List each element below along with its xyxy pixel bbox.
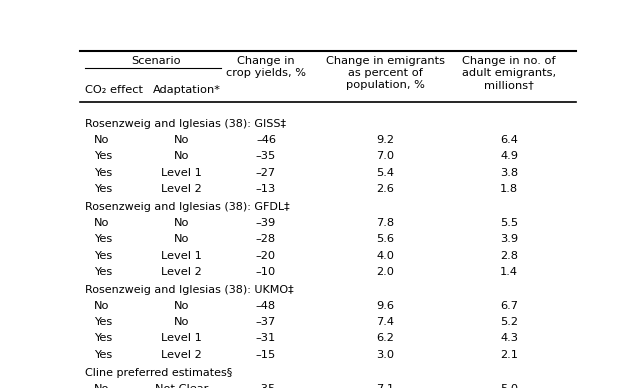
Text: No: No <box>174 151 189 161</box>
Text: Yes: Yes <box>94 267 112 277</box>
Text: –13: –13 <box>256 184 276 194</box>
Text: No: No <box>174 317 189 327</box>
Text: 2.6: 2.6 <box>376 184 394 194</box>
Text: CO₂ effect: CO₂ effect <box>85 85 143 95</box>
Text: 6.4: 6.4 <box>500 135 518 145</box>
Text: –46: –46 <box>256 135 276 145</box>
Text: 4.9: 4.9 <box>500 151 518 161</box>
Text: 3.9: 3.9 <box>500 234 518 244</box>
Text: 5.2: 5.2 <box>500 317 518 327</box>
Text: Yes: Yes <box>94 333 112 343</box>
Text: 7.1: 7.1 <box>376 384 394 388</box>
Text: 3.8: 3.8 <box>500 168 518 178</box>
Text: 4.3: 4.3 <box>500 333 518 343</box>
Text: Rosenzweig and Iglesias (38): GISS‡: Rosenzweig and Iglesias (38): GISS‡ <box>85 119 286 129</box>
Text: 6.2: 6.2 <box>376 333 394 343</box>
Text: Rosenzweig and Iglesias (38): GFDL‡: Rosenzweig and Iglesias (38): GFDL‡ <box>85 202 289 211</box>
Text: 7.0: 7.0 <box>376 151 394 161</box>
Text: Rosenzweig and Iglesias (38): UKMO‡: Rosenzweig and Iglesias (38): UKMO‡ <box>85 285 294 294</box>
Text: –27: –27 <box>256 168 276 178</box>
Text: 5.5: 5.5 <box>500 218 518 228</box>
Text: –31: –31 <box>256 333 276 343</box>
Text: Yes: Yes <box>94 251 112 260</box>
Text: 5.6: 5.6 <box>376 234 394 244</box>
Text: Yes: Yes <box>94 234 112 244</box>
Text: 7.8: 7.8 <box>376 218 394 228</box>
Text: Scenario: Scenario <box>131 55 180 66</box>
Text: No: No <box>174 234 189 244</box>
Text: Level 2: Level 2 <box>161 184 202 194</box>
Text: 4.0: 4.0 <box>376 251 394 260</box>
Text: Yes: Yes <box>94 168 112 178</box>
Text: No: No <box>94 218 109 228</box>
Text: 2.8: 2.8 <box>500 251 518 260</box>
Text: 2.0: 2.0 <box>376 267 394 277</box>
Text: Level 1: Level 1 <box>161 251 202 260</box>
Text: Level 2: Level 2 <box>161 267 202 277</box>
Text: 5.0: 5.0 <box>500 384 518 388</box>
Text: –39: –39 <box>256 218 276 228</box>
Text: 7.4: 7.4 <box>376 317 394 327</box>
Text: Level 1: Level 1 <box>161 333 202 343</box>
Text: Change in no. of
adult emigrants,
millions†: Change in no. of adult emigrants, millio… <box>462 55 556 90</box>
Text: Change in emigrants
as percent of
population, %: Change in emigrants as percent of popula… <box>326 55 445 90</box>
Text: No: No <box>174 135 189 145</box>
Text: –37: –37 <box>256 317 276 327</box>
Text: Level 1: Level 1 <box>161 168 202 178</box>
Text: –48: –48 <box>256 301 276 311</box>
Text: –15: –15 <box>256 350 276 360</box>
Text: Yes: Yes <box>94 151 112 161</box>
Text: 2.1: 2.1 <box>500 350 518 360</box>
Text: –20: –20 <box>256 251 276 260</box>
Text: Level 2: Level 2 <box>161 350 202 360</box>
Text: Cline preferred estimates§: Cline preferred estimates§ <box>85 367 232 378</box>
Text: Yes: Yes <box>94 350 112 360</box>
Text: No: No <box>174 218 189 228</box>
Text: –35: –35 <box>256 151 276 161</box>
Text: 9.2: 9.2 <box>376 135 394 145</box>
Text: 3.0: 3.0 <box>376 350 394 360</box>
Text: Yes: Yes <box>94 317 112 327</box>
Text: 1.4: 1.4 <box>500 267 518 277</box>
Text: –35: –35 <box>256 384 276 388</box>
Text: Not Clear: Not Clear <box>155 384 209 388</box>
Text: 9.6: 9.6 <box>376 301 394 311</box>
Text: No: No <box>94 384 109 388</box>
Text: 1.8: 1.8 <box>500 184 518 194</box>
Text: No: No <box>94 301 109 311</box>
Text: Yes: Yes <box>94 184 112 194</box>
Text: No: No <box>174 301 189 311</box>
Text: Change in
crop yields, %: Change in crop yields, % <box>226 55 306 78</box>
Text: –28: –28 <box>256 234 276 244</box>
Text: –10: –10 <box>256 267 276 277</box>
Text: 6.7: 6.7 <box>500 301 518 311</box>
Text: 5.4: 5.4 <box>376 168 394 178</box>
Text: Adaptation*: Adaptation* <box>153 85 221 95</box>
Text: No: No <box>94 135 109 145</box>
